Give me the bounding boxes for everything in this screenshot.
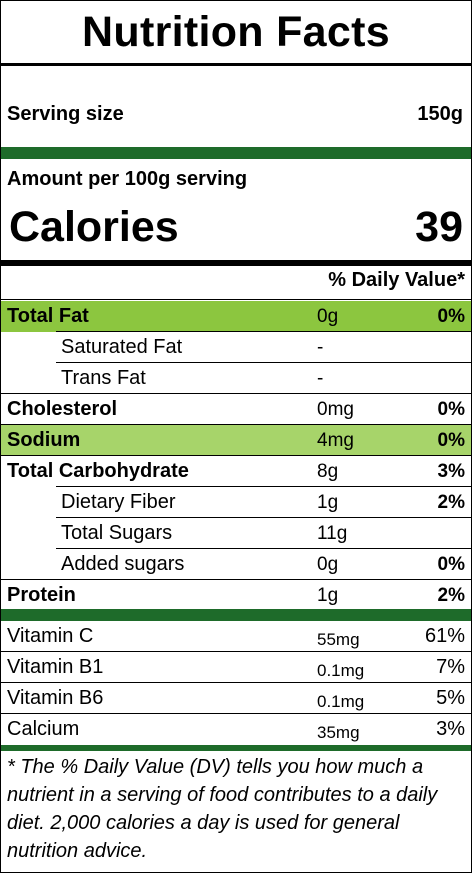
vitamin-name: Vitamin B1 [7, 656, 104, 678]
row-divider [1, 424, 471, 425]
nutrient-row: Cholesterol 0mg 0% [1, 394, 471, 425]
row-divider [1, 651, 471, 652]
vitamin-daily-value: 5% [436, 687, 465, 709]
row-divider [56, 548, 471, 549]
vitamins-divider-bar [1, 609, 471, 621]
vitamin-name: Calcium [7, 718, 80, 740]
nutrient-amount: 11g [317, 523, 348, 544]
row-divider [56, 486, 471, 487]
nutrient-highlight [1, 425, 471, 456]
vitamin-row: Vitamin B1 0.1mg 7% [1, 652, 471, 683]
nutrient-name: Trans Fat [61, 367, 146, 389]
nutrient-name: Sodium [7, 429, 81, 451]
amount-per-serving: Amount per 100g serving [7, 168, 248, 190]
nutrient-row: Total Fat 0g 0% [1, 301, 471, 332]
calories-value: 39 [415, 203, 463, 251]
calories-label: Calories [9, 203, 179, 251]
vitamin-amount: 55mg [317, 630, 360, 649]
row-divider [1, 579, 471, 580]
label-title: Nutrition Facts [82, 8, 390, 56]
row-divider [56, 362, 471, 363]
nutrient-name: Total Sugars [61, 522, 173, 544]
vitamin-name: Vitamin C [7, 625, 94, 647]
row-divider [1, 455, 471, 456]
nutrient-amount: 4mg [317, 430, 354, 451]
nutrient-amount: - [317, 337, 324, 358]
nutrient-daily-value: 0% [437, 554, 465, 575]
vitamin-daily-value: 7% [436, 656, 465, 678]
row-divider [56, 331, 471, 332]
vitamin-name: Vitamin B6 [7, 687, 104, 709]
nutrient-amount: 0g [317, 306, 339, 327]
nutrient-row: Total Carbohydrate 8g 3% [1, 456, 471, 487]
nutrient-row: Added sugars 0g 0% [1, 549, 471, 580]
nutrient-highlight [1, 301, 471, 332]
nutrient-row: Trans Fat - [1, 363, 471, 394]
nutrient-amount: - [317, 368, 324, 389]
nutrient-name: Total Fat [7, 305, 89, 327]
nutrient-name: Saturated Fat [61, 336, 183, 358]
vitamin-amount: 0.1mg [317, 661, 365, 680]
calories-rule [1, 260, 471, 266]
nutrient-amount: 8g [317, 461, 339, 482]
title-rule [1, 63, 471, 66]
header-divider [1, 299, 471, 300]
nutrient-amount: 1g [317, 585, 339, 606]
vitamin-amount: 35mg [317, 723, 360, 742]
serving-size-value: 150g [417, 103, 463, 125]
nutrient-amount: 1g [317, 492, 339, 513]
vitamin-daily-value: 3% [436, 718, 465, 740]
nutrient-name: Protein [7, 584, 76, 606]
nutrient-name: Added sugars [61, 553, 185, 575]
nutrient-row: Total Sugars 11g [1, 518, 471, 549]
row-divider [1, 682, 471, 683]
nutrient-daily-value: 2% [437, 492, 465, 513]
serving-size-label: Serving size [7, 103, 124, 125]
nutrient-daily-value: 0% [437, 430, 465, 451]
vitamin-daily-value: 61% [424, 625, 465, 647]
vitamin-row: Vitamin C 55mg 61% [1, 621, 471, 652]
nutrient-daily-value: 0% [437, 306, 465, 327]
nutrient-amount: 0g [317, 554, 339, 575]
nutrient-row: Protein 1g 2% [1, 580, 471, 611]
nutrient-name: Total Carbohydrate [7, 460, 189, 482]
nutrient-daily-value: 3% [437, 461, 465, 482]
row-divider [1, 393, 471, 394]
vitamin-row: Vitamin B6 0.1mg 5% [1, 683, 471, 714]
nutrient-row: Saturated Fat - [1, 332, 471, 363]
nutrient-row: Sodium 4mg 0% [1, 425, 471, 456]
nutrient-name: Dietary Fiber [61, 491, 176, 513]
nutrient-amount: 0mg [317, 399, 354, 420]
row-divider [1, 713, 471, 714]
row-divider [56, 517, 471, 518]
footnote: * The % Daily Value (DV) tells you how m… [7, 756, 438, 862]
nutrient-daily-value: 2% [437, 585, 465, 606]
nutrient-daily-value: 0% [437, 399, 465, 420]
footnote-divider-bar [1, 745, 471, 751]
vitamin-row: Calcium 35mg 3% [1, 714, 471, 745]
serving-divider-bar [1, 147, 471, 159]
nutrient-name: Cholesterol [7, 398, 118, 420]
daily-value-header: % Daily Value* [328, 269, 465, 291]
nutrient-row: Dietary Fiber 1g 2% [1, 487, 471, 518]
vitamin-amount: 0.1mg [317, 692, 365, 711]
